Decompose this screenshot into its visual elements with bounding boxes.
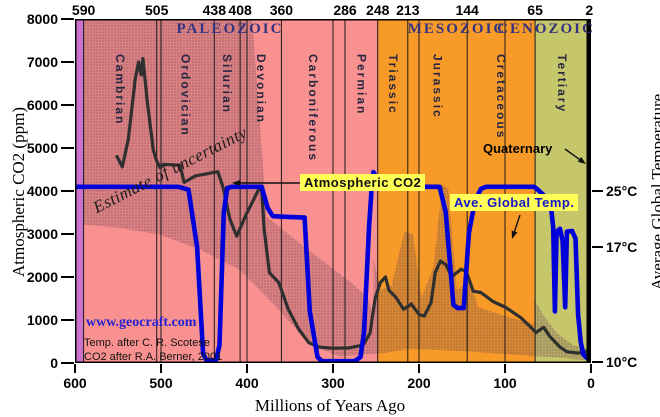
left-tick-label-7000: 7000 (26, 54, 58, 70)
co2-series-callout: Atmospheric CO2 (300, 174, 426, 191)
left-tick-4000 (61, 190, 74, 192)
left-tick-5000 (61, 147, 74, 149)
period-label-ordovician: Ordovician (178, 54, 193, 137)
x-tick-0 (590, 364, 592, 373)
x-tick-500 (160, 364, 162, 373)
boundary-age-248: 248 (366, 2, 390, 18)
period-label-cambrian: Cambrian (113, 54, 128, 126)
left-tick-label-8000: 8000 (26, 11, 58, 27)
x-tick-label-600: 600 (63, 375, 87, 391)
left-tick-label-0: 0 (50, 355, 58, 371)
temp-series-callout: Ave. Global Temp. (450, 194, 579, 211)
plot-area (75, 19, 591, 363)
era-label-mesozoic: MESOZOIC (407, 21, 507, 37)
temp-source-credit: Temp. after C. R. Scotese (84, 337, 210, 349)
right-axis-title: Average Global Temperature (648, 93, 660, 291)
left-tick-3000 (61, 233, 74, 235)
left-tick-7000 (61, 61, 74, 63)
period-label-cretaceous: Cretaceous (494, 54, 509, 140)
x-tick-label-200: 200 (407, 375, 431, 391)
boundary-age-360: 360 (269, 2, 294, 18)
era-label-paleozoic: PALEOZOIC (176, 21, 284, 37)
left-tick-1000 (61, 319, 74, 321)
boundary-age-408: 408 (228, 2, 252, 18)
website-credit: www.geocraft.com (86, 315, 197, 330)
period-label-devonian: Devonian (253, 54, 268, 125)
left-tick-label-4000: 4000 (26, 183, 58, 199)
left-tick-8000 (61, 18, 74, 20)
period-label-silurian: Silurian (220, 54, 235, 115)
era-label-cenozoic: CENOZOIC (497, 21, 595, 37)
x-tick-label-100: 100 (493, 375, 517, 391)
boundary-age-590: 590 (71, 2, 96, 18)
x-tick-label-500: 500 (149, 375, 173, 391)
period-label-triassic: Triassic (385, 54, 400, 115)
x-tick-300 (332, 364, 334, 373)
x-tick-600 (74, 364, 76, 373)
period-label-carboniferous: Carboniferous (306, 54, 321, 163)
boundary-age-505: 505 (145, 2, 169, 18)
x-tick-label-300: 300 (321, 375, 345, 391)
right-tick-label-17: 17°C (606, 239, 638, 255)
right-tick-10 (592, 361, 603, 363)
right-tick-25 (592, 190, 603, 192)
left-tick-label-1000: 1000 (26, 312, 58, 328)
period-label-permian: Permian (354, 54, 369, 116)
left-tick-label-5000: 5000 (26, 140, 58, 156)
x-tick-400 (246, 364, 248, 373)
left-tick-label-2000: 2000 (26, 269, 58, 285)
period-label-tertiary: Tertiary (555, 54, 570, 114)
left-tick-label-3000: 3000 (26, 226, 58, 242)
boundary-age-213: 213 (396, 2, 420, 18)
left-tick-0 (61, 362, 74, 364)
right-tick-label-10: 10°C (606, 354, 638, 370)
x-tick-label-400: 400 (235, 375, 259, 391)
left-tick-6000 (61, 104, 74, 106)
boundary-age-144: 144 (455, 2, 479, 18)
x-tick-100 (504, 364, 506, 373)
left-tick-2000 (61, 276, 74, 278)
right-tick-17 (592, 246, 603, 248)
right-tick-label-25: 25°C (606, 183, 638, 199)
boundary-age-438: 438 (202, 2, 226, 18)
boundary-age-65: 65 (527, 2, 543, 18)
left-tick-label-6000: 6000 (26, 97, 58, 113)
x-axis-title: Millions of Years Ago (254, 396, 406, 415)
x-tick-label-0: 0 (587, 375, 595, 391)
quaternary-label: Quaternary (483, 141, 553, 156)
boundary-age-2: 2 (585, 2, 594, 18)
co2-source-credit: CO2 after R.A. Berner, 2001 (84, 351, 223, 363)
boundary-age-286: 286 (333, 2, 357, 18)
x-tick-200 (418, 364, 420, 373)
left-axis-title: Atmospheric CO2 (ppm) (9, 107, 28, 277)
period-label-jurassic: Jurassic (430, 54, 445, 119)
